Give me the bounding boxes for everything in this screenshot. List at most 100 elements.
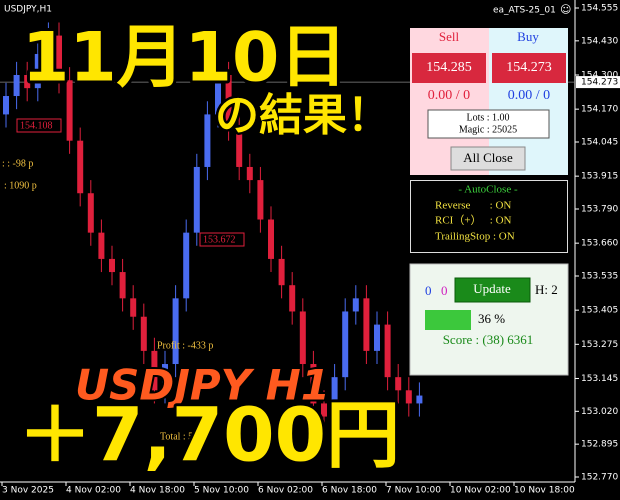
magic: Magic : 25025 — [459, 124, 517, 135]
label-box — [199, 232, 245, 247]
candle-body — [384, 324, 391, 378]
count-blue: 0 — [425, 283, 432, 298]
candle-body — [225, 75, 232, 128]
candle-body — [416, 395, 423, 404]
candle-body — [278, 258, 285, 286]
candle-body — [119, 272, 126, 299]
candle-body — [352, 298, 359, 312]
update-label: Update — [473, 281, 511, 296]
candle-body — [24, 75, 31, 89]
overlay-gain: ＋7,700円 — [18, 393, 400, 479]
candle-body — [77, 140, 84, 194]
candle-body — [268, 219, 274, 259]
y-tick-label: 153.660 — [581, 239, 618, 249]
sell-button[interactable] — [412, 53, 486, 83]
candle-body — [109, 258, 115, 273]
y-tick-label: 153.790 — [581, 205, 618, 215]
info-line: : : -98 p — [2, 158, 33, 169]
candle-body — [172, 298, 179, 365]
candle-body — [3, 96, 9, 115]
info-box — [427, 109, 550, 139]
label-box — [16, 118, 62, 133]
current-price: 154.273 — [581, 78, 618, 88]
price-label: 153.672 — [203, 234, 236, 245]
candle-body — [45, 35, 52, 54]
x-tick-label: 3 Nov 2025 — [2, 486, 54, 496]
reverse: Reverse : ON — [435, 200, 511, 212]
lots: Lots : 1.00 — [466, 112, 509, 123]
candle-body — [130, 298, 137, 317]
y-tick-label: 154.170 — [581, 105, 618, 115]
rci: RCI（+） : ON — [435, 214, 512, 227]
candle-body — [342, 311, 349, 378]
x-tick-label: 4 Nov 18:00 — [130, 486, 185, 496]
y-tick-label: 154.555 — [581, 4, 618, 14]
candle-body — [87, 193, 94, 233]
candle-body — [183, 232, 190, 299]
price-label: 154.108 — [20, 120, 53, 131]
candle-body — [151, 350, 158, 391]
candle-body — [98, 232, 105, 259]
profit: Profit : -433 p — [157, 340, 213, 351]
update-button[interactable] — [454, 277, 531, 303]
y-tick-label: 153.405 — [581, 306, 618, 316]
x-tick-label: 10 Nov 02:00 — [450, 486, 511, 496]
y-tick-label: 152.895 — [581, 440, 618, 450]
candle-body — [162, 364, 168, 391]
x-tick-label: 10 Nov 18:00 — [514, 486, 575, 496]
candle-body — [374, 324, 380, 351]
y-tick-label: 153.915 — [581, 172, 618, 182]
y-tick-label: 153.020 — [581, 407, 618, 417]
expert-name: ea_ATS-25_01 — [493, 6, 556, 16]
candle-body — [331, 377, 338, 417]
all-close-label: All Close — [463, 150, 513, 165]
y-tick-label: 153.275 — [581, 340, 618, 350]
buy-button[interactable] — [492, 53, 566, 83]
candle-body — [193, 166, 200, 233]
y-tick-label: 153.535 — [581, 272, 618, 282]
autoclose-title: - AutoClose - — [458, 184, 518, 196]
candle-body — [56, 35, 62, 81]
buy-label: Buy — [517, 29, 539, 44]
sell-position: 0.00 / 0 — [428, 88, 470, 103]
candle-body — [236, 127, 243, 167]
candle-body — [321, 403, 327, 417]
candle-body — [66, 80, 73, 141]
candle-body — [34, 53, 41, 89]
sell-label: Sell — [439, 29, 460, 44]
y-tick-label: 154.045 — [581, 138, 618, 148]
progress-text: 36 % — [478, 311, 505, 326]
x-tick-label: 4 Nov 02:00 — [66, 486, 121, 496]
candle-body — [204, 114, 211, 167]
sell-price: 154.285 — [426, 60, 472, 75]
x-tick-label: 6 Nov 02:00 — [258, 486, 313, 496]
candle-body — [13, 75, 20, 97]
all-close-button[interactable] — [450, 146, 526, 171]
y-tick-label: 152.770 — [581, 473, 618, 483]
candle-body — [140, 316, 147, 351]
candle-body — [363, 298, 370, 351]
candle-body — [299, 311, 306, 365]
buy-price: 154.273 — [506, 60, 552, 75]
smiley: ☺ — [560, 3, 571, 16]
progress-bar — [425, 310, 471, 330]
score: Score : (38) 6361 — [443, 332, 534, 347]
y-tick-label: 154.300 — [581, 71, 618, 81]
info-line: : 1090 p — [4, 180, 37, 191]
buy-position: 0.00 / 0 — [508, 88, 550, 103]
h-count: H: 2 — [535, 282, 558, 297]
trailing: TrailingStop : ON — [435, 231, 515, 243]
x-tick-label: 6 Nov 18:00 — [322, 486, 377, 496]
candle-body — [395, 377, 402, 391]
price-marker — [576, 76, 620, 89]
autoclose-panel — [410, 180, 568, 253]
count-magenta: 0 — [441, 283, 448, 298]
x-tick-label: 7 Nov 10:00 — [386, 486, 441, 496]
symbol: USDJPY,H1 — [4, 5, 52, 15]
candle-body — [246, 166, 253, 181]
candle-body — [257, 180, 264, 220]
candle-body — [405, 390, 412, 404]
overlay-date: 11月10日 — [22, 19, 347, 98]
overlay-result: の結果！ — [215, 90, 391, 141]
